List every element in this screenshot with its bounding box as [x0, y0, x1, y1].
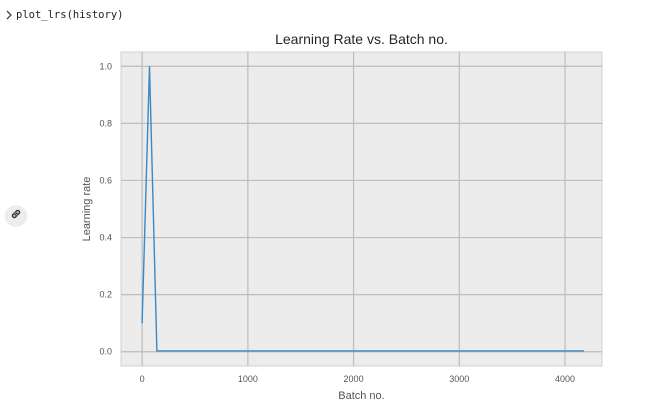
x-tick-label: 2000: [344, 374, 364, 384]
y-tick-label: 0.0: [99, 347, 112, 357]
y-tick-label: 0.4: [99, 233, 112, 243]
y-tick-label: 0.8: [99, 118, 112, 128]
y-tick-label: 0.2: [99, 290, 112, 300]
code-text: plot_lrs(history): [16, 9, 124, 21]
x-tick-label: 1000: [238, 374, 258, 384]
grid: [121, 52, 602, 366]
y-axis-label: Learning rate: [81, 177, 93, 242]
x-axis-label: Batch no.: [338, 390, 384, 402]
x-ticks: 0 1000 2000 3000 4000: [140, 374, 575, 384]
series-line: [141, 66, 584, 352]
x-tick-label: 3000: [449, 374, 469, 384]
chart-title: Learning Rate vs. Batch no.: [275, 31, 448, 47]
y-ticks: 0.0 0.2 0.4 0.6 0.8 1.0: [99, 61, 112, 356]
y-tick-label: 0.6: [99, 175, 112, 185]
link-button[interactable]: [5, 205, 27, 227]
chevron-right-icon[interactable]: [4, 8, 14, 22]
plot-background: [120, 51, 603, 367]
code-cell[interactable]: plot_lrs(history): [4, 6, 123, 24]
x-tick-label: 0: [140, 374, 145, 384]
link-icon: [10, 207, 22, 225]
x-tick-label: 4000: [555, 374, 575, 384]
y-tick-label: 1.0: [99, 61, 112, 71]
